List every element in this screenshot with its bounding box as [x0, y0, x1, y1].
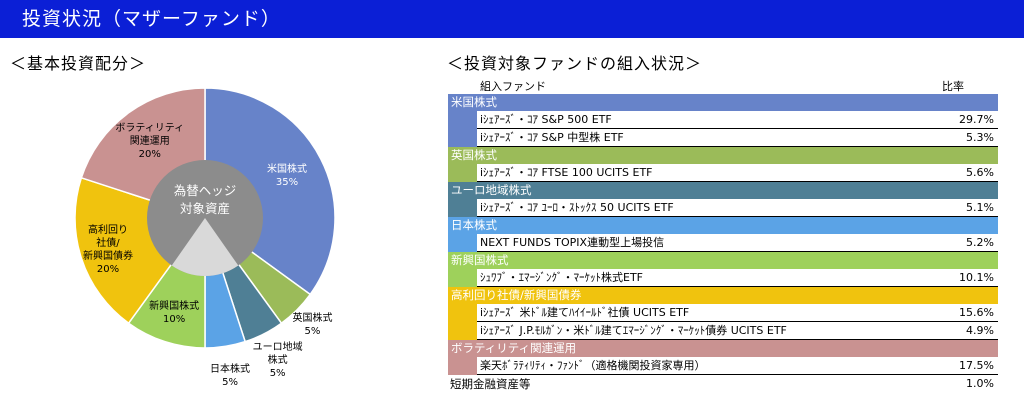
pie-chart-svg	[74, 87, 336, 349]
category-header: 高利回り社債/新興国債券	[448, 287, 998, 304]
pie-slice-us	[204, 87, 336, 296]
short-term-ratio: 1.0%	[966, 377, 994, 390]
fund-name: iｼｪｱｰｽﾞ 米ﾄﾞﾙ建てﾊｲｲｰﾙﾄﾞ社債 UCITS ETF	[480, 306, 690, 319]
fund-name: 楽天ﾎﾞﾗﾃｨﾘﾃｨ・ﾌｧﾝﾄﾞ（適格機関投資家専用）	[480, 359, 706, 372]
holdings-title: ＜投資対象ファンドの組入状況＞	[447, 54, 703, 73]
page-title: 投資状況（マザーファンド）	[22, 8, 281, 30]
fund-ratio: 5.2%	[966, 236, 994, 249]
category-stripe	[448, 129, 477, 147]
category-header: 日本株式	[448, 217, 998, 234]
table-body: 米国株式 iｼｪｱｰｽﾞ・ｺｱ S&P 500 ETF 29.7% iｼｪｱｰｽﾞ・ｺ…	[448, 94, 998, 393]
fund-ratio: 10.1%	[959, 271, 994, 284]
row-divider	[477, 146, 998, 147]
allocation-chart: 米国株式 35% 英国株式 5% ユーロ地域 株式 5% 日本株式 5% 新興国株式 10% 高利回り…	[0, 78, 430, 415]
center-unhedged-slice	[171, 218, 239, 276]
fund-row: iｼｪｱｰｽﾞ 米ﾄﾞﾙ建てﾊｲｲｰﾙﾄﾞ社債 UCITS ETF 15.6%	[448, 304, 998, 322]
fund-ratio: 15.6%	[959, 306, 994, 319]
fund-name: iｼｪｱｰｽﾞ・ｺｱ S&P 中型株 ETF	[480, 131, 624, 144]
fund-name: NEXT FUNDS TOPIX連動型上場投信	[480, 236, 665, 249]
category-header: 新興国株式	[448, 252, 998, 269]
category-header: 英国株式	[448, 147, 998, 164]
category-stripe	[448, 164, 477, 182]
pie-label-uk: 英国株式 5%	[292, 313, 333, 338]
fund-ratio: 5.3%	[966, 131, 994, 144]
fund-name: iｼｪｱｰｽﾞ J.P.ﾓﾙｶﾞﾝ・米ﾄﾞﾙ建てｴﾏｰｼﾞﾝｸﾞ・ﾏｰｹｯﾄ債券…	[480, 324, 787, 337]
fund-name: iｼｪｱｰｽﾞ・ｺｱ ﾕｰﾛ・ｽﾄｯｸｽ 50 UCITS ETF	[480, 201, 674, 214]
fund-row: 楽天ﾎﾞﾗﾃｨﾘﾃｨ・ﾌｧﾝﾄﾞ（適格機関投資家専用） 17.5%	[448, 357, 998, 375]
fund-name: iｼｪｱｰｽﾞ・ｺｱ S&P 500 ETF	[480, 113, 612, 126]
category-stripe	[448, 234, 477, 252]
table-header: 組入ファンド 比率	[448, 78, 998, 94]
fund-name: iｼｪｱｰｽﾞ・ｺｱ FTSE 100 UCITS ETF	[480, 166, 653, 179]
category-stripe	[448, 111, 477, 129]
fund-ratio: 5.1%	[966, 201, 994, 214]
row-divider	[477, 286, 998, 287]
holdings-table: 組入ファンド 比率 米国株式 iｼｪｱｰｽﾞ・ｺｱ S&P 500 ETF 29.7…	[448, 78, 998, 393]
fund-row: NEXT FUNDS TOPIX連動型上場投信 5.2%	[448, 234, 998, 252]
fund-ratio: 29.7%	[959, 113, 994, 126]
allocation-title: ＜基本投資配分＞	[10, 54, 147, 73]
column-ratio-header: 比率	[942, 80, 964, 93]
pie-label-emerging: 新興国株式 10%	[149, 301, 200, 326]
center-label: 為替ヘッジ 対象資産	[173, 183, 237, 216]
pie-label-volatility: ボラティリティ 関連運用 20%	[115, 123, 185, 161]
fund-ratio: 4.9%	[966, 324, 994, 337]
row-divider	[477, 339, 998, 340]
pie-label-euro: ユーロ地域 株式 5%	[252, 342, 303, 380]
row-divider	[477, 374, 998, 375]
category-stripe	[448, 269, 477, 287]
category-stripe	[448, 304, 477, 322]
category-header: ユーロ地域株式	[448, 182, 998, 199]
fund-row: iｼｪｱｰｽﾞ・ｺｱ S&P 500 ETF 29.7%	[448, 111, 998, 129]
fund-name: ｼｭﾜﾌﾞ・ｴﾏｰｼﾞﾝｸﾞ・ﾏｰｹｯﾄ株式ETF	[480, 271, 643, 284]
category-stripe	[448, 357, 477, 375]
fund-ratio: 5.6%	[966, 166, 994, 179]
column-fund-header: 組入ファンド	[480, 80, 546, 93]
pie-label-japan: 日本株式 5%	[210, 364, 251, 389]
category-header: ボラティリティ関連運用	[448, 340, 998, 357]
pie-label-us: 米国株式 35%	[266, 164, 307, 189]
fund-row: iｼｪｱｰｽﾞ J.P.ﾓﾙｶﾞﾝ・米ﾄﾞﾙ建てｴﾏｰｼﾞﾝｸﾞ・ﾏｰｹｯﾄ債券…	[448, 322, 998, 340]
short-term-row: 短期金融資産等 1.0%	[448, 375, 998, 393]
row-divider	[477, 181, 998, 182]
page-header: 投資状況（マザーファンド）	[0, 0, 1024, 38]
row-divider	[477, 251, 998, 252]
row-divider	[477, 128, 998, 129]
fund-row: iｼｪｱｰｽﾞ・ｺｱ S&P 中型株 ETF 5.3%	[448, 129, 998, 147]
fund-row: ｼｭﾜﾌﾞ・ｴﾏｰｼﾞﾝｸﾞ・ﾏｰｹｯﾄ株式ETF 10.1%	[448, 269, 998, 287]
row-divider	[477, 321, 998, 322]
pie-label-highyield: 高利回り 社債/新興国債券 20%	[82, 224, 133, 275]
category-stripe	[448, 322, 477, 340]
fund-row: iｼｪｱｰｽﾞ・ｺｱ FTSE 100 UCITS ETF 5.6%	[448, 164, 998, 182]
row-divider	[477, 216, 998, 217]
category-header: 米国株式	[448, 94, 998, 111]
fund-ratio: 17.5%	[959, 359, 994, 372]
fund-row: iｼｪｱｰｽﾞ・ｺｱ ﾕｰﾛ・ｽﾄｯｸｽ 50 UCITS ETF 5.1%	[448, 199, 998, 217]
category-stripe	[448, 199, 477, 217]
short-term-name: 短期金融資産等	[450, 377, 531, 391]
